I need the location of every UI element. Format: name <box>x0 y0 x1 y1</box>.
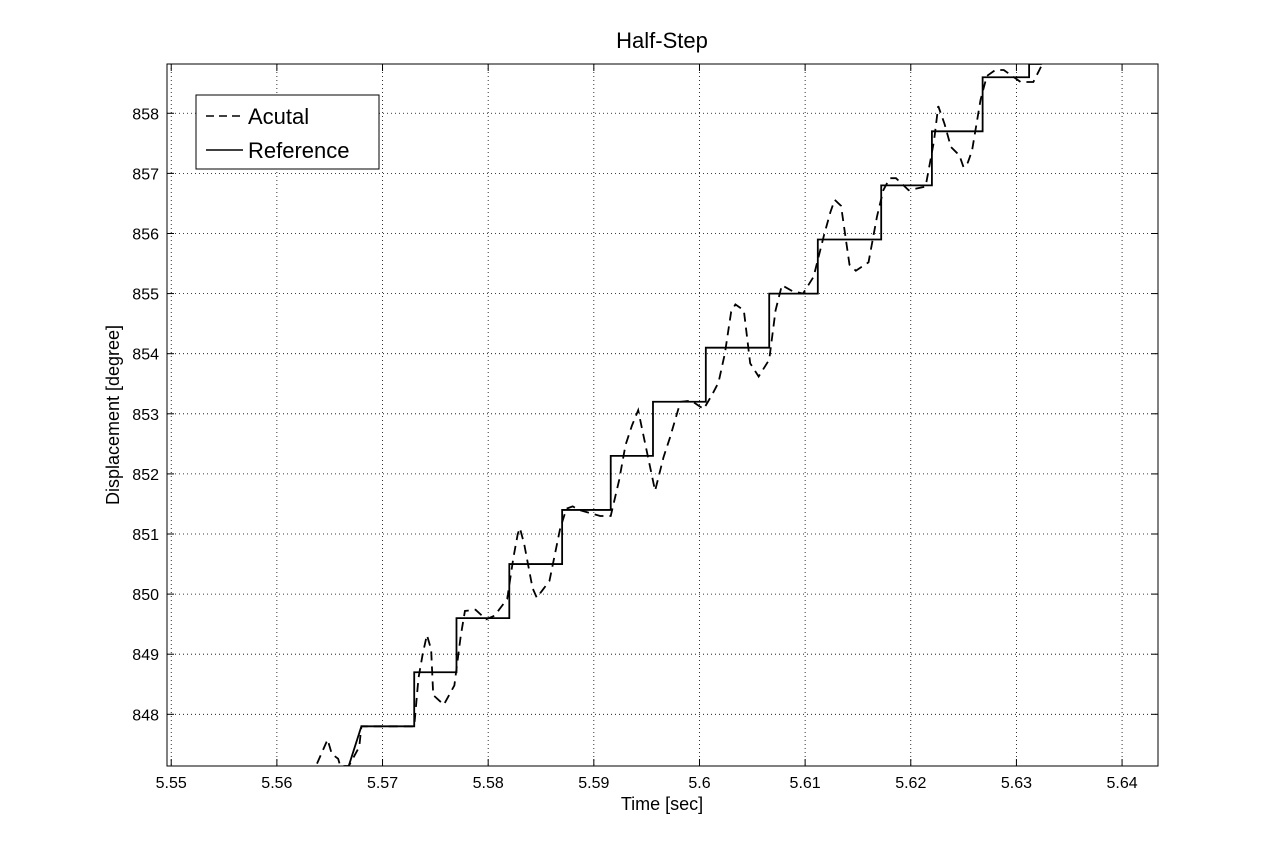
x-tick-label: 5.62 <box>895 775 926 792</box>
y-axis-title: Displacement [degree] <box>103 325 123 505</box>
axes-box <box>166 63 1159 767</box>
y-tick-label: 858 <box>132 106 159 123</box>
series-layer <box>316 64 1043 766</box>
series-line-reference <box>347 64 1042 766</box>
y-tick-label: 853 <box>132 407 159 424</box>
grid <box>167 64 1158 766</box>
legend: Acutal Reference <box>195 94 380 170</box>
y-tick-label: 852 <box>132 467 159 484</box>
x-tick-label: 5.64 <box>1107 775 1138 792</box>
y-tick-label: 854 <box>132 347 159 364</box>
y-tick-label: 856 <box>132 226 159 243</box>
tick-labels: 5.55 5.56 5.57 5.58 5.59 5.6 5.61 5.62 5.63 5.64 8… <box>132 106 1137 792</box>
ticks <box>167 64 1158 766</box>
legend-label-acutal: Acutal <box>248 104 309 129</box>
y-tick-label: 849 <box>132 647 159 664</box>
x-axis-title: Time [sec] <box>621 794 703 814</box>
x-tick-label: 5.59 <box>578 775 609 792</box>
x-tick-label: 5.58 <box>473 775 504 792</box>
x-tick-label: 5.61 <box>790 775 821 792</box>
x-tick-label: 5.56 <box>261 775 292 792</box>
y-tick-label: 857 <box>132 166 159 183</box>
y-tick-label: 855 <box>132 287 159 304</box>
legend-box <box>195 94 380 170</box>
series-line-acutal <box>316 64 1043 766</box>
x-tick-label: 5.57 <box>367 775 398 792</box>
y-tick-label: 848 <box>132 707 159 724</box>
y-tick-label: 850 <box>132 587 159 604</box>
x-tick-label: 5.6 <box>688 775 710 792</box>
legend-label-reference: Reference <box>248 138 350 163</box>
chart-title: Half-Step <box>616 28 708 53</box>
x-tick-label: 5.63 <box>1001 775 1032 792</box>
x-tick-label: 5.55 <box>156 775 187 792</box>
plot-area <box>167 64 1158 766</box>
y-tick-label: 851 <box>132 527 159 544</box>
